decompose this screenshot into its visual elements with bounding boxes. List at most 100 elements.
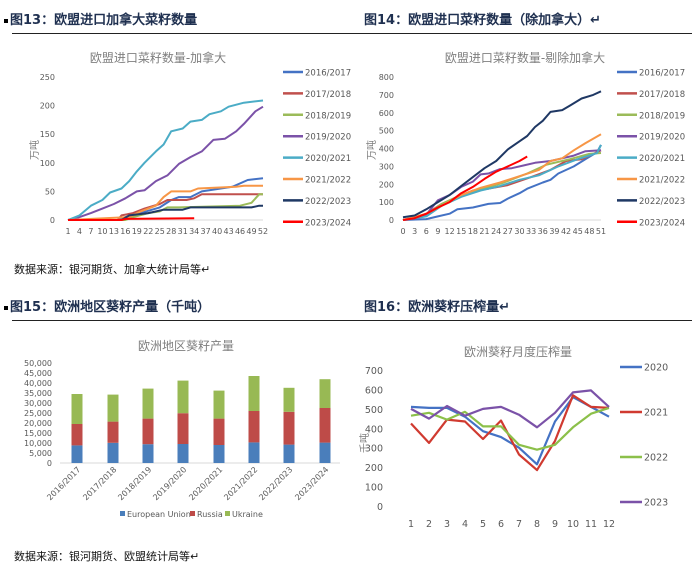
legend-label: 2021/2022 — [305, 176, 351, 186]
chart-title: 欧洲葵籽月度压榨量 — [464, 344, 572, 359]
x-tick-label: 4 — [77, 227, 82, 236]
x-tick-label: 33 — [526, 227, 536, 236]
legend-label: 2016/2017 — [305, 69, 351, 79]
bar-european-union — [71, 445, 83, 463]
x-tick-label: 10 — [97, 227, 107, 236]
x-tick-label: 16 — [120, 227, 130, 236]
bar-ukraine — [107, 394, 119, 422]
y-tick-label: 200 — [40, 102, 55, 111]
x-tick-label: 3 — [444, 519, 450, 530]
x-tick-label: 40 — [212, 227, 222, 236]
source-note-2: 数据来源：银河期货、欧盟统计局等↵ — [14, 550, 200, 563]
x-tick-label: 37 — [201, 227, 211, 236]
x-tick-label: 6 — [424, 227, 429, 236]
x-tick-label: 25 — [155, 227, 165, 236]
series-line-2022-2023 — [402, 90, 602, 219]
legend-label: 2023/2024 — [305, 218, 351, 228]
y-tick-label: 300 — [365, 444, 383, 455]
x-tick-label: 46 — [235, 227, 245, 236]
legend-label: 2019/2020 — [639, 133, 685, 143]
bar-european-union — [107, 442, 119, 463]
bar-ukraine — [248, 376, 260, 411]
legend-label: 2017/2018 — [305, 90, 351, 100]
y-axis-label: 万吨 — [365, 140, 378, 160]
x-tick-label: 48 — [584, 227, 594, 236]
legend-label: 2021/2022 — [639, 176, 685, 186]
divider — [350, 320, 692, 321]
x-tick-label: 9 — [435, 227, 440, 236]
bar-european-union — [142, 444, 154, 463]
x-tick-label: 1 — [408, 519, 414, 530]
x-tick-label: 34 — [189, 227, 199, 236]
bar-ukraine — [283, 387, 295, 412]
legend-label: 2017/2018 — [639, 90, 685, 100]
series-line-2023-2024 — [68, 217, 195, 221]
bar-ukraine — [177, 380, 189, 414]
y-tick-label: 500 — [365, 405, 383, 416]
y-tick-label: 45,000 — [24, 369, 52, 378]
chart-title: 欧洲地区葵籽产量 — [138, 339, 234, 353]
figure-14-heading: 图14：欧盟进口菜籽数量（除加拿大）↵ — [364, 9, 601, 28]
legend-label: Ukraine — [232, 510, 263, 519]
legend-label: Russia — [197, 510, 223, 519]
x-tick-label: 2021/2022 — [222, 465, 259, 502]
bar-european-union — [283, 444, 295, 463]
series-line-2020-2021 — [67, 99, 264, 221]
y-tick-label: 150 — [40, 130, 55, 139]
y-tick-label: 35,000 — [24, 389, 52, 398]
legend-label: 2022 — [644, 453, 668, 464]
source-note-1: 数据来源：银河期货、加拿大统计局等↵ — [14, 263, 211, 276]
figure-16-heading: 图16：欧洲葵籽压榨量↵ — [364, 296, 510, 315]
bar-ukraine — [213, 390, 225, 419]
series-line-2023 — [410, 389, 610, 429]
bar-european-union — [213, 445, 225, 463]
x-tick-label: 2020/2021 — [187, 465, 224, 502]
x-tick-label: 18 — [468, 227, 478, 236]
figure-16-label: 图16：欧洲葵籽压榨量↵ — [364, 300, 510, 315]
x-tick-label: 4 — [462, 519, 468, 530]
legend-label: 2020 — [644, 363, 668, 374]
x-tick-label: 39 — [549, 227, 559, 236]
x-tick-label: 15 — [456, 227, 466, 236]
y-tick-label: 100 — [365, 483, 383, 494]
bar-ukraine — [142, 388, 154, 419]
x-tick-label: 11 — [585, 519, 597, 530]
x-tick-label: 42 — [561, 227, 571, 236]
legend-label: 2021 — [644, 408, 668, 419]
x-tick-label: 22 — [143, 227, 153, 236]
x-tick-label: 10 — [567, 519, 579, 530]
series-line-2016-2017 — [68, 177, 264, 221]
legend-label: 2022/2023 — [639, 197, 685, 207]
x-tick-label: 27 — [503, 227, 513, 236]
divider — [12, 33, 350, 34]
x-tick-label: 31 — [178, 227, 188, 236]
figure-14-label: 图14：欧盟进口菜籽数量（除加拿大）↵ — [364, 13, 601, 28]
x-tick-label: 36 — [538, 227, 548, 236]
x-tick-label: 7 — [516, 519, 522, 530]
y-axis-label: 万吨 — [28, 140, 41, 160]
y-tick-label: 250 — [40, 73, 55, 82]
y-tick-label: 600 — [379, 109, 394, 118]
bar-ukraine — [319, 379, 331, 408]
legend-swatch — [225, 511, 230, 516]
y-tick-label: 50,000 — [24, 359, 52, 368]
y-tick-label: 300 — [379, 162, 394, 171]
bar-russia — [319, 408, 331, 443]
legend-label: 2018/2019 — [639, 111, 685, 121]
x-tick-label: 9 — [552, 519, 558, 530]
y-tick-label: 0 — [389, 216, 394, 225]
y-tick-label: 700 — [365, 366, 383, 377]
x-tick-label: 3 — [412, 227, 417, 236]
legend-label: European Union — [127, 510, 191, 519]
series-line-2021-2022 — [67, 184, 263, 221]
x-tick-label: 24 — [491, 227, 501, 236]
x-tick-label: 2016/2017 — [45, 465, 82, 502]
y-tick-label: 100 — [40, 159, 55, 168]
series-line-2016-2017 — [402, 144, 602, 221]
y-tick-label: 400 — [379, 145, 394, 154]
y-tick-label: 0 — [50, 216, 55, 225]
y-tick-label: 500 — [379, 127, 394, 136]
bar-russia — [107, 421, 119, 443]
x-tick-label: 2019/2020 — [151, 465, 188, 502]
